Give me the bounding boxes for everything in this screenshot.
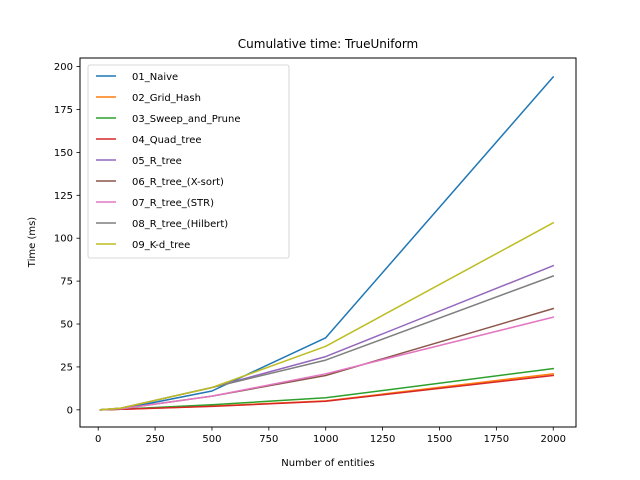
plot-frame [79,57,577,428]
x-tick-label: 500 [202,434,221,445]
legend-label-5: 05_R_tree [132,156,182,167]
x-axis: 0 250 500 750 1000 1250 1500 1750 2000 [95,427,566,445]
x-tick-label: 2000 [541,434,566,445]
legend-label-4: 04_Quad_tree [132,135,202,146]
y-tick-label: 50 [60,320,73,331]
y-axis-label: Time (ms) [27,217,38,269]
legend-label-6: 06_R_tree_(X-sort) [132,177,224,188]
y-tick-label: 150 [54,148,73,159]
y-tick-label: 75 [60,277,73,288]
y-tick-label: 100 [54,234,73,245]
chart-title: Cumulative time: TrueUniform [238,37,418,51]
series-line-9 [99,221,555,411]
y-tick-label: 25 [60,362,73,373]
legend-label-3: 03_Sweep_and_Prune [132,114,241,125]
x-tick-label: 0 [95,434,101,445]
y-tick-label: 175 [54,105,73,116]
x-tick-label: 1750 [484,434,509,445]
x-tick-label: 250 [146,434,165,445]
y-tick-label: 125 [54,191,73,202]
legend-box [87,64,290,259]
x-tick-label: 1000 [313,434,338,445]
x-tick-label: 1500 [427,434,452,445]
legend-label-7: 07_R_tree_(STR) [132,198,214,209]
series-layer [99,75,555,411]
x-tick-label: 1250 [370,434,395,445]
legend: 01_Naive 02_Grid_Hash 03_Sweep_and_Prune 04… [87,64,290,259]
x-tick-label: 750 [259,434,278,445]
legend-label-2: 02_Grid_Hash [132,93,201,104]
legend-label-9: 09_K-d_tree [132,240,190,251]
y-axis: 0 25 50 75 100 125 150 175 200 [54,62,80,416]
y-tick-label: 200 [54,62,73,73]
x-axis-label: Number of entities [281,458,374,469]
y-tick-label: 0 [67,405,73,416]
legend-label-8: 08_R_tree_(Hilbert) [132,219,228,230]
legend-label-1: 01_Naive [132,72,178,83]
